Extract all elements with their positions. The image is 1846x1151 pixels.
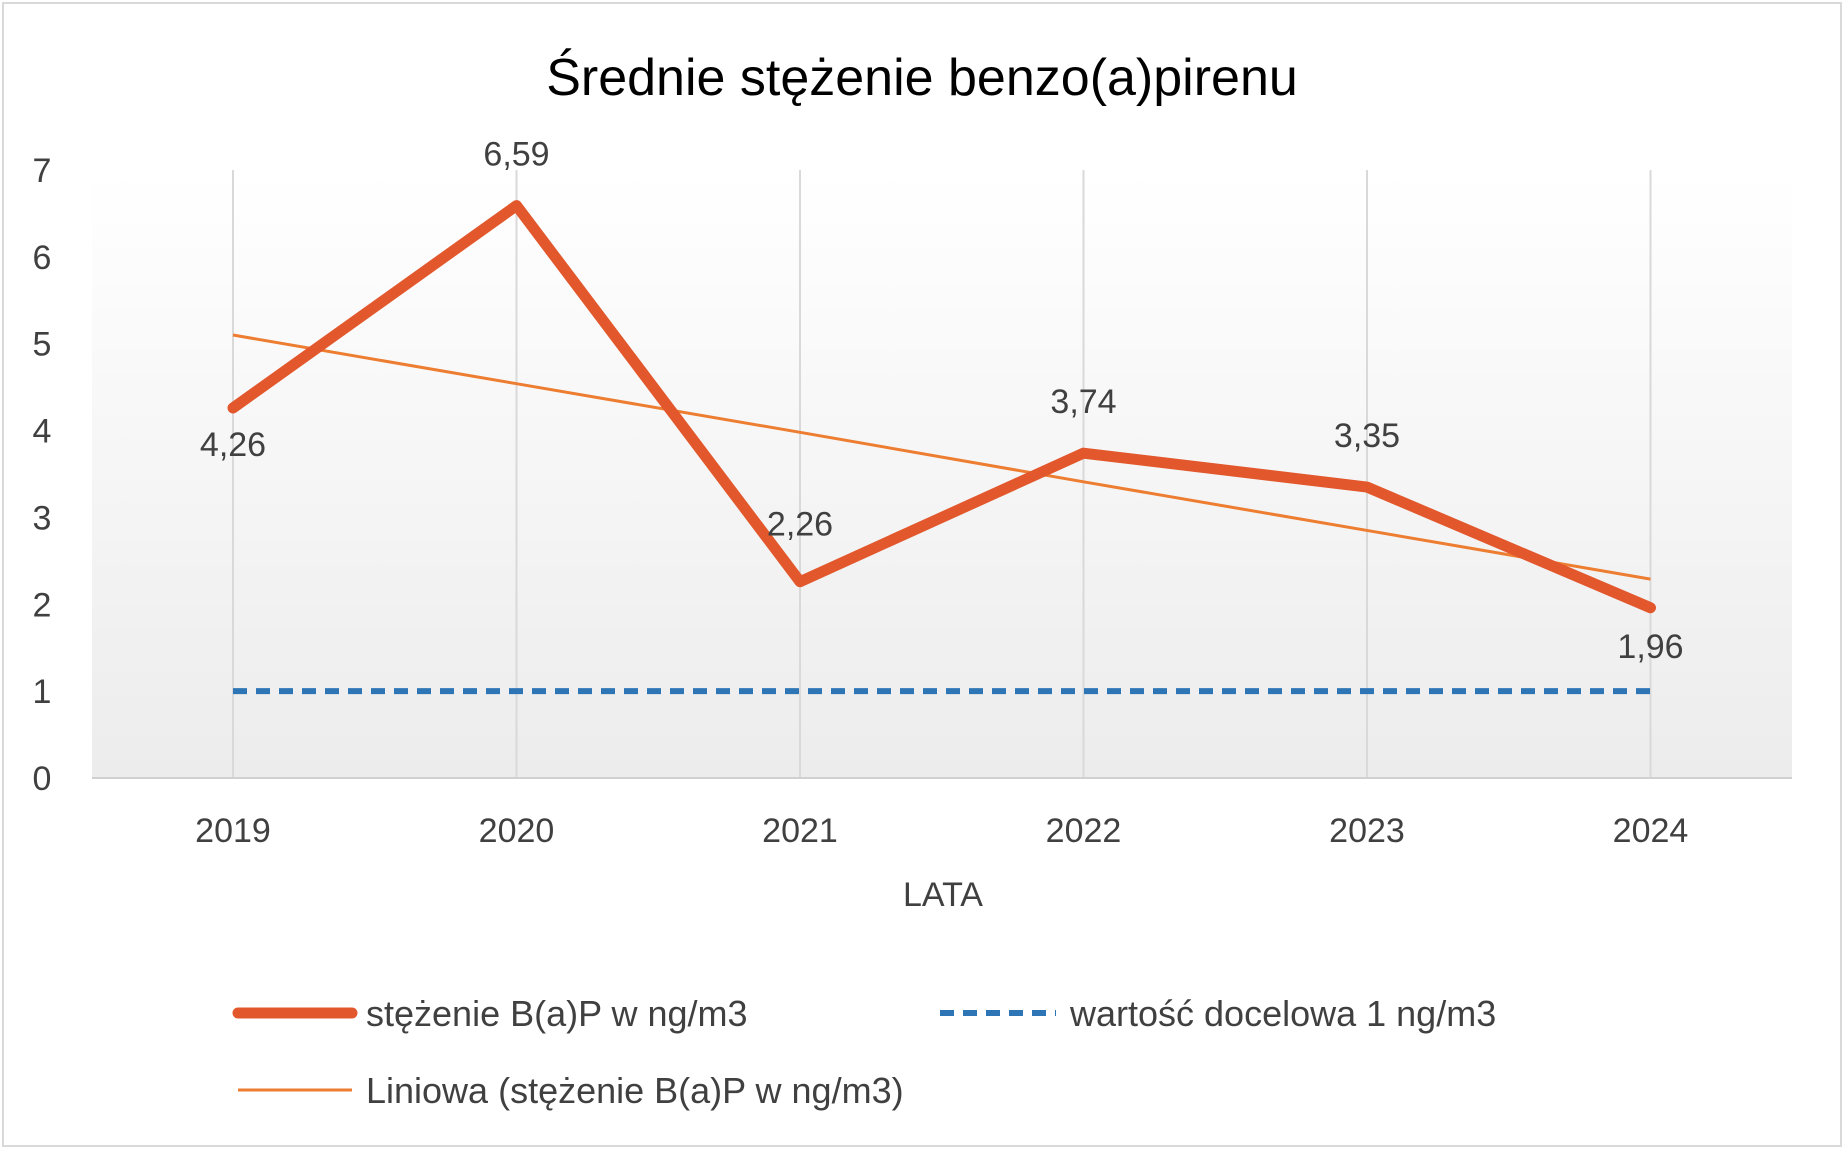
data-label-2021: 2,26: [767, 506, 833, 544]
legend-label-0: stężenie B(a)P w ng/m3: [366, 993, 748, 1034]
y-ticks: 0 1 2 3 4 5 6 7: [33, 152, 52, 798]
y-tick-label: 4: [33, 413, 52, 451]
data-labels: 4,26 6,59 2,26 3,74 3,35 1,96: [200, 136, 1684, 666]
legend: stężenie B(a)P w ng/m3 wartość docelowa 1…: [232, 993, 1496, 1111]
legend-label-2: Liniowa (stężenie B(a)P w ng/m3): [366, 1070, 904, 1111]
y-tick-label: 5: [33, 326, 52, 364]
x-tick-label: 2023: [1329, 812, 1405, 850]
plot-area: [92, 170, 1792, 778]
data-point-2023: [1366, 486, 1368, 489]
y-tick-label: 3: [33, 499, 52, 537]
data-label-2022: 3,74: [1050, 383, 1116, 421]
series-layer: [227, 200, 1656, 695]
data-point-2020: [515, 204, 518, 207]
y-tick-label: 6: [33, 239, 52, 277]
data-point-2024: [1649, 606, 1652, 609]
data-label-2024: 1,96: [1617, 628, 1683, 666]
x-tick-label: 2019: [195, 812, 271, 850]
y-tick-label: 0: [33, 760, 52, 798]
y-tick-label: 7: [33, 152, 52, 190]
y-tick-label: 2: [33, 586, 52, 624]
data-point-2021: [799, 580, 801, 583]
data-label-2019: 4,26: [200, 426, 266, 464]
x-axis-title: LATA: [903, 876, 983, 914]
legend-label-1: wartość docelowa 1 ng/m3: [1069, 993, 1496, 1034]
data-label-2023: 3,35: [1334, 417, 1400, 455]
data-point-2019: [232, 406, 234, 409]
grid-layer: [232, 170, 1652, 778]
x-tick-label: 2021: [762, 812, 838, 850]
x-tick-label: 2024: [1613, 812, 1689, 850]
x-tick-label: 2020: [479, 812, 555, 850]
x-tick-label: 2022: [1046, 812, 1122, 850]
data-point-2022: [1082, 452, 1085, 455]
y-tick-label: 1: [33, 673, 52, 711]
x-ticks: 2019 2020 2021 2022 2023 2024: [195, 812, 1688, 850]
series-line-2: [232, 333, 1651, 581]
chart-title: Średnie stężenie benzo(a)pirenu: [546, 48, 1298, 107]
data-label-2020: 6,59: [483, 136, 549, 174]
series-line-0: [227, 200, 1656, 614]
